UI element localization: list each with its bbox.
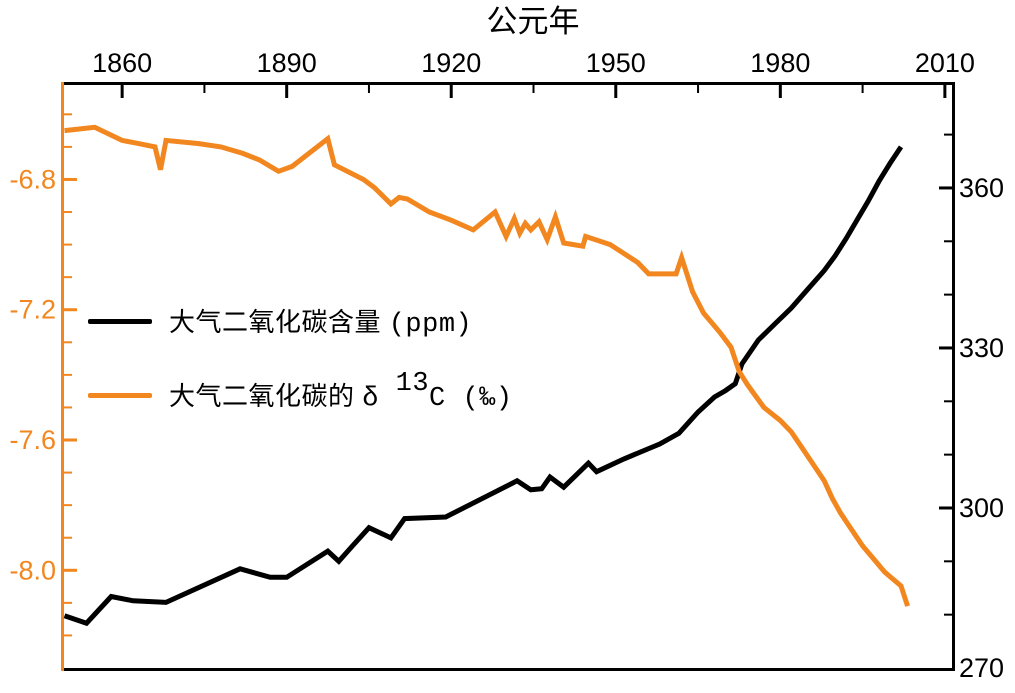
left-axis-tick-label: -7.6 (9, 425, 56, 455)
series-line-co2-ppm (63, 145, 904, 627)
co2-ppm-legend-label: 大气二氧化碳含量 (ppm) (169, 302, 472, 340)
legend-label-part: C (‰) (429, 384, 513, 414)
right-axis-tick-label: 360 (959, 173, 1004, 203)
top-axis-tick-label: 2010 (915, 48, 975, 78)
chart-title: 公元年 (486, 4, 580, 39)
legend-label-part: 大气二氧化碳含量 (169, 307, 389, 337)
legend: 大气二氧化碳含量 (ppm) 大气二氧化碳的 δ 13C (‰) (88, 302, 513, 414)
legend-label-part: 13 (395, 369, 430, 400)
left-axis-tick-label: -7.2 (9, 295, 56, 325)
legend-label-part: δ (362, 384, 396, 414)
d13c-line-swatch (88, 392, 152, 398)
top-axis-tick-label: 1980 (750, 48, 810, 78)
top-axis-tick-label: 1920 (421, 48, 481, 78)
co2-ppm-line-swatch (88, 318, 152, 324)
top-axis-tick-label: 1950 (586, 48, 646, 78)
top-axis-tick-label: 1860 (92, 48, 152, 78)
left-axis-tick-label: -6.8 (9, 164, 56, 194)
legend-item-d13c: 大气二氧化碳的 δ 13C (‰) (88, 369, 513, 414)
d13c-legend-label: 大气二氧化碳的 δ 13C (‰) (169, 369, 513, 414)
legend-item-co2-ppm: 大气二氧化碳含量 (ppm) (88, 302, 513, 340)
series-line-d13c (64, 124, 910, 607)
right-axis-tick-label: 330 (959, 333, 1004, 363)
legend-label-part: (ppm) (388, 310, 473, 340)
top-axis-tick-label: 1890 (257, 48, 317, 78)
right-axis-tick-label: 300 (959, 493, 1004, 523)
left-axis-tick-label: -8.0 (9, 555, 56, 585)
legend-label-part: 大气二氧化碳的 (169, 381, 363, 411)
right-axis-tick-label: 270 (959, 653, 1004, 683)
